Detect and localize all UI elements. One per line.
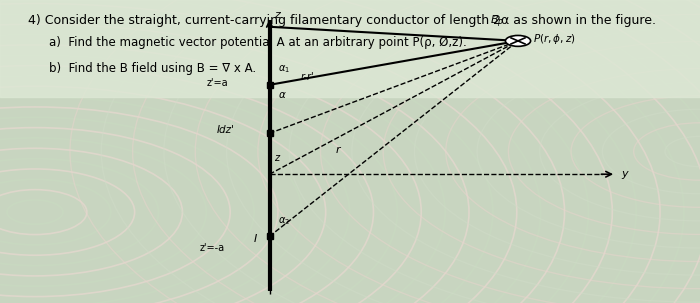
Text: $\alpha$: $\alpha$ xyxy=(278,91,286,101)
Text: $P(r,\phi,z)$: $P(r,\phi,z)$ xyxy=(533,32,576,46)
Text: z: z xyxy=(274,153,279,163)
Text: r-r': r-r' xyxy=(301,72,314,82)
Circle shape xyxy=(505,35,531,46)
Text: $\alpha_1$: $\alpha_1$ xyxy=(278,63,290,75)
Text: $B_p$: $B_p$ xyxy=(490,14,504,30)
Text: b)  Find the B field using B = ∇ x A.: b) Find the B field using B = ∇ x A. xyxy=(49,62,256,75)
Text: I: I xyxy=(254,235,258,245)
Text: y: y xyxy=(622,169,628,179)
Text: 4) Consider the straight, current-carrying filamentary conductor of length 2α as: 4) Consider the straight, current-carryi… xyxy=(28,14,656,27)
Text: z'=a: z'=a xyxy=(206,78,228,88)
Text: z: z xyxy=(274,10,279,20)
Text: r: r xyxy=(336,145,341,155)
Text: z'=-a: z'=-a xyxy=(199,244,225,254)
Text: $\alpha_2$: $\alpha_2$ xyxy=(278,215,290,227)
Text: Idz': Idz' xyxy=(217,125,235,135)
Text: a)  Find the magnetic vector potential A at an arbitrary point P(ρ, Ø,z).: a) Find the magnetic vector potential A … xyxy=(49,36,467,49)
